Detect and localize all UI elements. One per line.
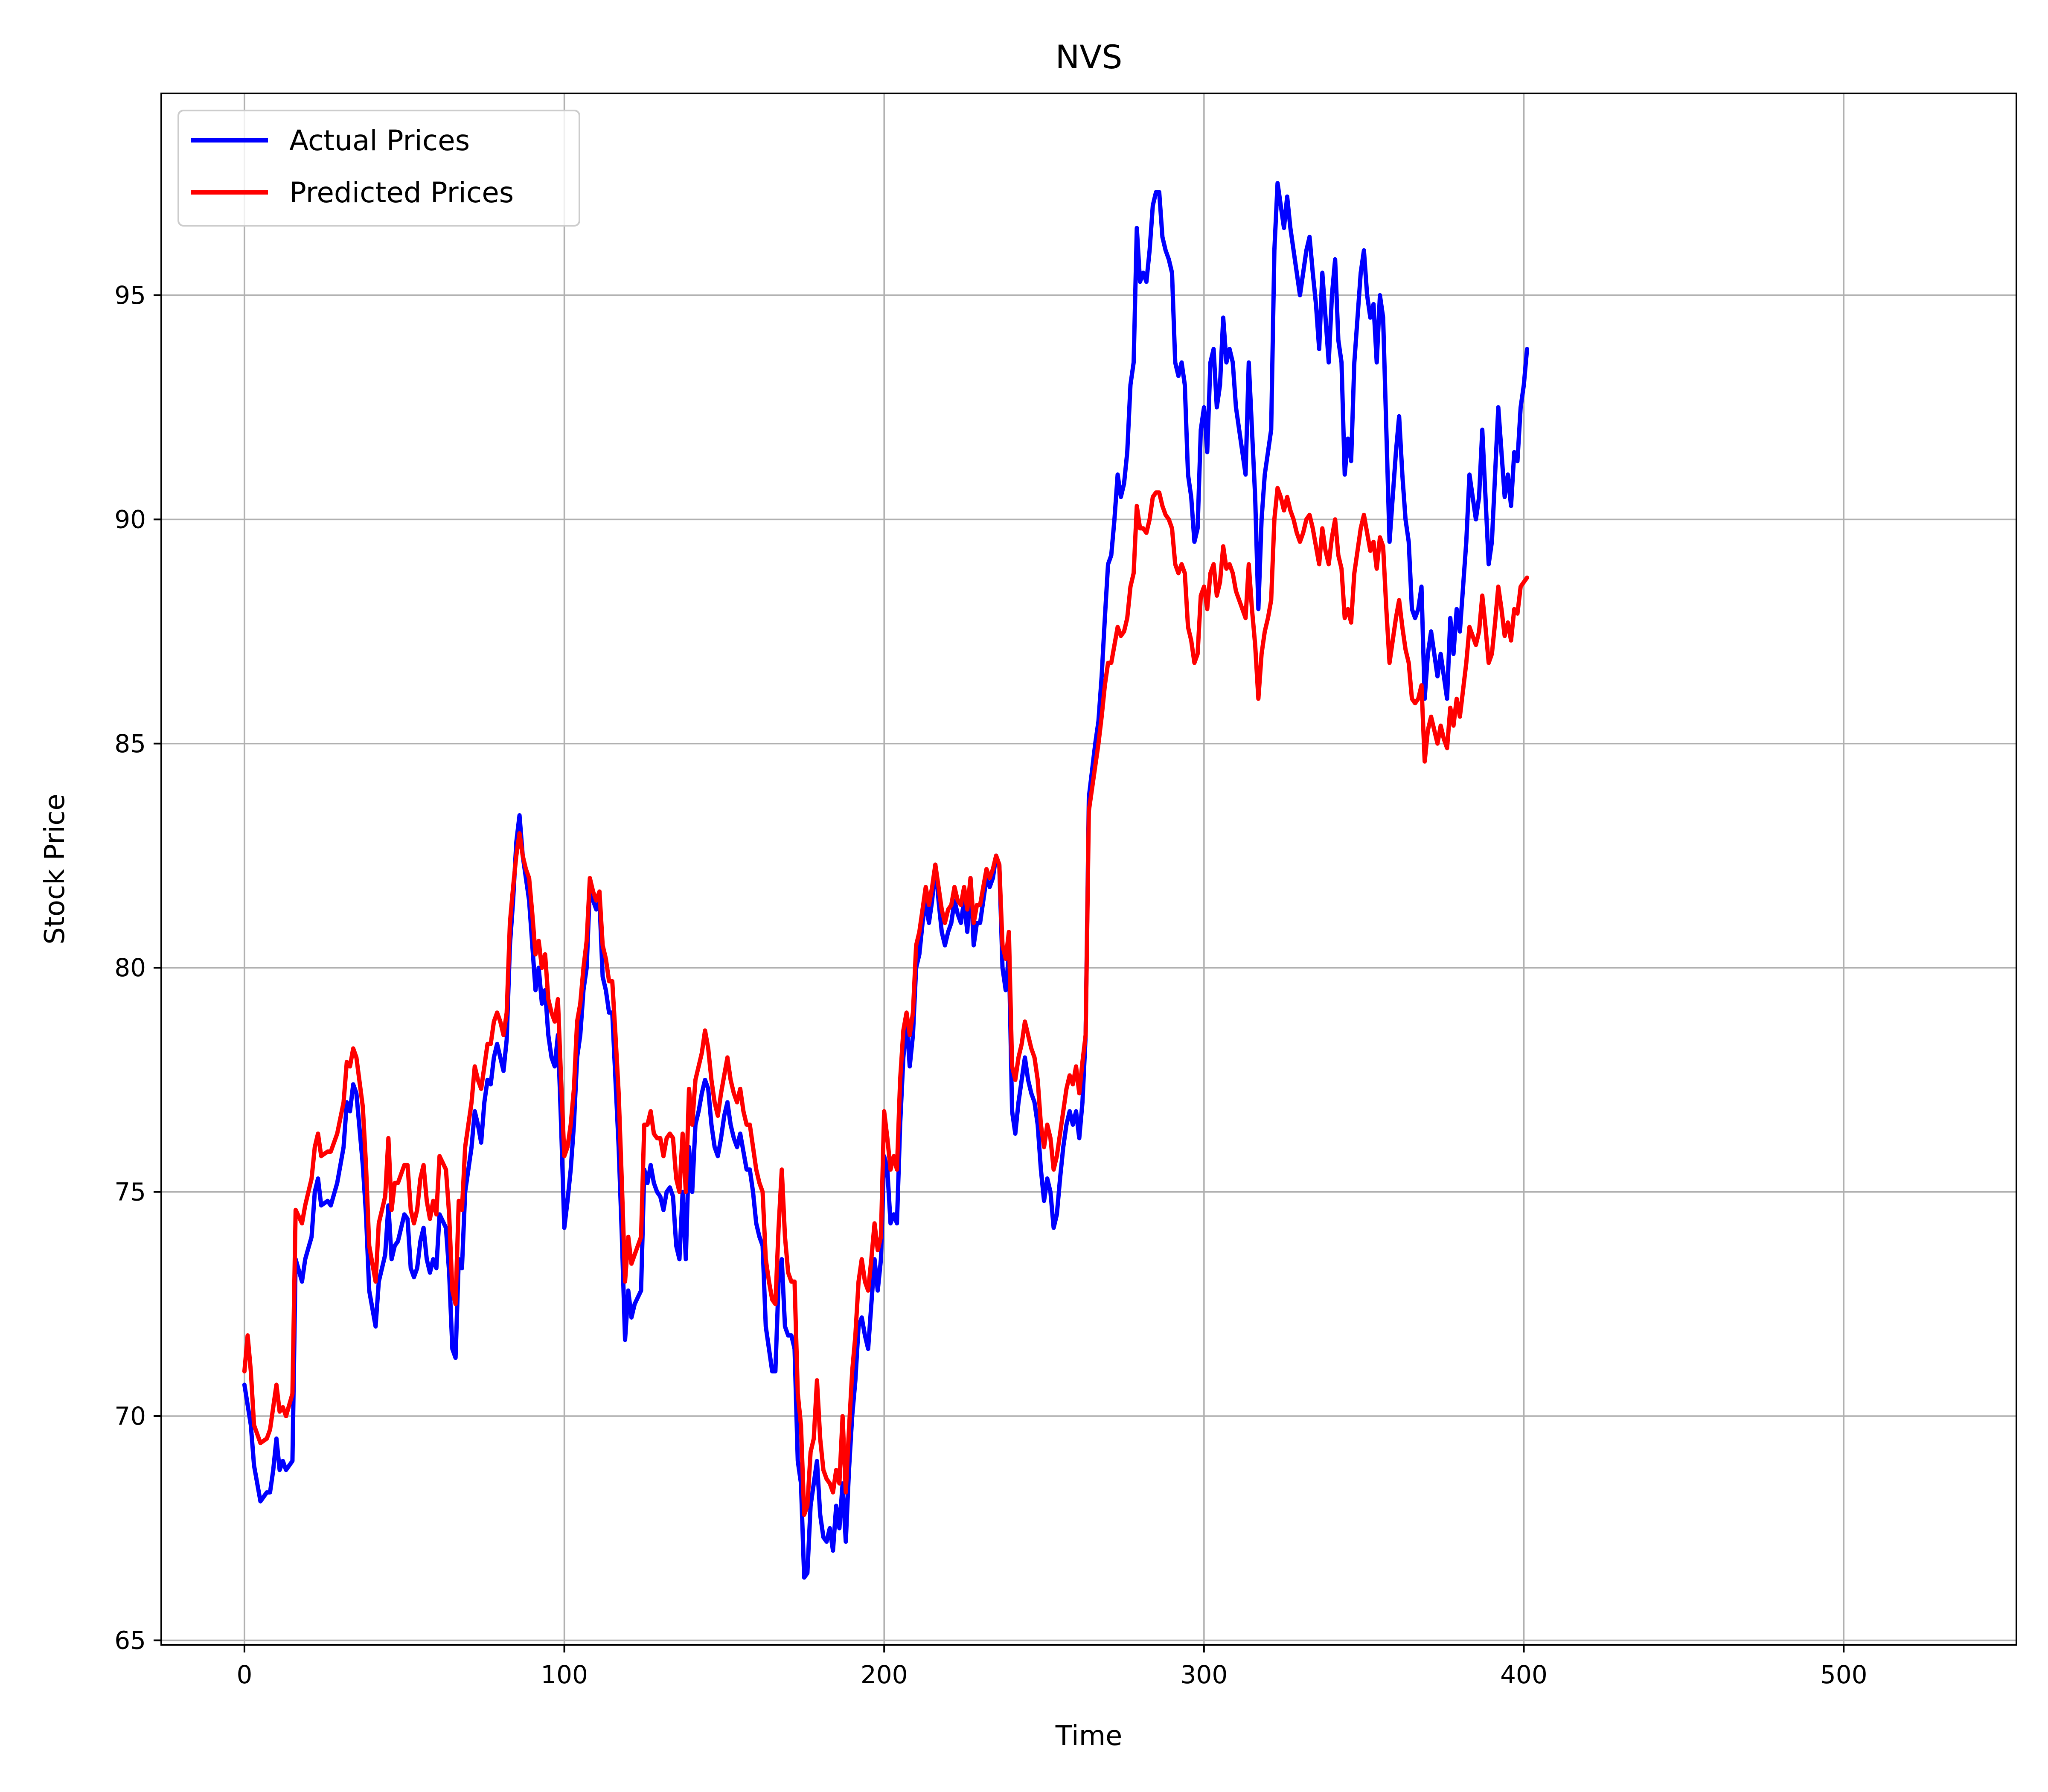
legend: Actual Prices Predicted Prices [177, 110, 580, 227]
y-tick-label-80: 80 [114, 953, 146, 982]
axis-ticks: 0 100 200 300 400 500 65 70 75 80 85 90 95 [114, 281, 1867, 1689]
x-tick-label-200: 200 [861, 1660, 908, 1689]
y-axis-label: Stock Price [39, 794, 71, 945]
y-tick-label-95: 95 [114, 281, 146, 310]
y-tick-label-75: 75 [114, 1178, 146, 1207]
plot-area-frame [160, 93, 2017, 1646]
x-axis-label: Time [1055, 1720, 1123, 1752]
series-line-0 [242, 181, 1529, 1580]
grid-lines [161, 93, 2016, 1645]
x-tick-label-400: 400 [1500, 1660, 1548, 1689]
y-tick-label-70: 70 [114, 1402, 146, 1431]
x-tick-label-100: 100 [541, 1660, 588, 1689]
series-line-1 [242, 486, 1529, 1517]
y-tick-label-65: 65 [114, 1626, 146, 1655]
series-lines [242, 181, 1529, 1580]
y-tick-label-85: 85 [114, 729, 146, 758]
x-tick-label-0: 0 [236, 1660, 252, 1689]
chart-title: NVS [1055, 38, 1122, 76]
legend-label-actual: Actual Prices [289, 124, 470, 157]
x-tick-label-500: 500 [1820, 1660, 1868, 1689]
legend-label-predicted: Predicted Prices [289, 176, 514, 209]
y-tick-label-90: 90 [114, 505, 146, 534]
legend-box [177, 110, 580, 227]
x-tick-label-300: 300 [1181, 1660, 1228, 1689]
